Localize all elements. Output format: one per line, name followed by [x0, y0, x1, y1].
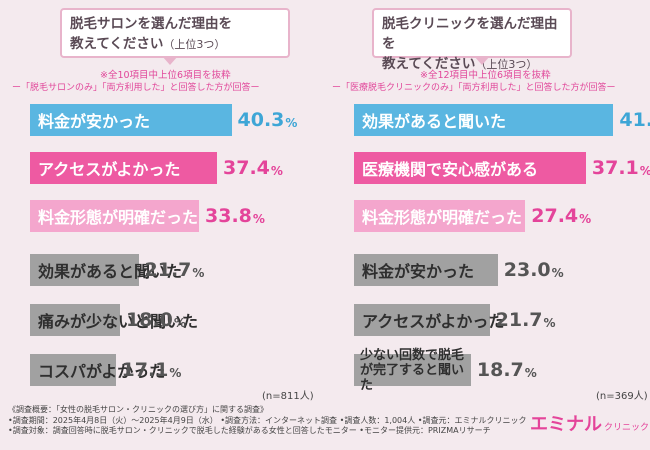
value-number: 40.3: [237, 109, 285, 131]
value-number: 33.8: [205, 205, 252, 227]
percent-sign: %: [192, 265, 205, 280]
value-number: 23.0: [503, 259, 551, 281]
value-label-salon-3: 33.8%: [205, 200, 265, 232]
bar-salon-3: 料金形態が明確だった: [30, 200, 199, 232]
percent-sign: %: [543, 315, 556, 330]
survey-target: •調査対象：調査回答時に脱毛サロン・クリニックで脱毛した経験がある女性と回答した…: [8, 426, 491, 435]
logo-sub-text: クリニック: [604, 423, 650, 433]
value-number: 17.1: [121, 359, 169, 381]
bar-clinic-5: アクセスがよかった: [354, 304, 504, 336]
value-label-clinic-1: 41.5%: [619, 104, 650, 136]
percent-sign: %: [579, 211, 592, 226]
value-label-salon-6: 17.1%: [122, 354, 182, 386]
bar-salon-4: 効果があると聞いた: [30, 254, 182, 286]
value-number: 41.5: [619, 109, 650, 131]
left-title-line2: 教えてください: [70, 36, 164, 52]
left-title-line1: 脱毛サロンを選んだ理由を: [70, 16, 232, 32]
bar-salon-1: 料金が安かった: [30, 104, 232, 136]
bar-salon-5: 痛みが少ないと聞いた: [30, 304, 198, 336]
bar-clinic-6: 少ない回数で脱毛が完了すると聞いた: [354, 348, 471, 393]
value-number: 37.4: [223, 157, 270, 179]
value-number: 27.4: [531, 205, 579, 227]
percent-sign: %: [640, 164, 650, 178]
right-title-line2: 教えてください: [382, 56, 476, 72]
bar-salon-6: コスパがよかった: [30, 354, 165, 386]
percent-sign: %: [551, 265, 564, 280]
logo-main-text: エミナル: [530, 414, 602, 435]
survey-period: •調査期間：2025年4月8日（火）〜2025年4月9日（水） •調査方法：イン…: [8, 415, 527, 425]
left-note-excerpt: ※全10項目中上位6項目を抜粋: [100, 70, 231, 81]
value-number: 37.1: [591, 157, 639, 179]
percent-sign: %: [285, 115, 298, 130]
value-number: 21.7: [495, 309, 543, 331]
value-label-salon-1: 40.3%: [238, 104, 298, 136]
percent-sign: %: [524, 365, 537, 380]
left-sample-size: (n=811人): [262, 391, 314, 402]
left-title-suffix: （上位3つ）: [163, 38, 226, 51]
value-number: 18.7: [476, 359, 524, 381]
percent-sign: %: [270, 163, 283, 178]
bar-clinic-3: 料金形態が明確だった: [354, 200, 526, 232]
bar-clinic-1: 効果があると聞いた: [354, 104, 614, 136]
value-label-salon-5: 18.0%: [126, 304, 186, 336]
survey-overview: 《調査概要：「女性の脱毛サロン・クリニックの選び方」に関する調査》 •調査期間：…: [8, 405, 526, 437]
value-label-clinic-4: 23.0%: [504, 254, 564, 286]
eminal-clinic-logo: エミナル クリニック: [530, 410, 649, 436]
value-label-clinic-6: 18.7%: [477, 354, 537, 386]
percent-sign: %: [169, 365, 182, 380]
right-panel-title: 脱毛クリニックを選んだ理由を 教えてください（上位3つ）: [372, 8, 572, 72]
percent-sign: %: [173, 315, 186, 330]
value-label-clinic-5: 21.7%: [496, 304, 556, 336]
right-note-excerpt: ※全12項目中上位6項目を抜粋: [420, 70, 551, 81]
bar-clinic-2: 医療機関で安心感がある: [354, 152, 586, 184]
value-label-salon-2: 37.4%: [223, 152, 283, 184]
bar-clinic-4: 料金が安かった: [354, 254, 498, 286]
left-panel-title: 脱毛サロンを選んだ理由を 教えてください（上位3つ）: [60, 8, 290, 65]
value-number: 18.0: [126, 309, 173, 331]
right-sample-size: (n=369人): [596, 391, 648, 402]
value-label-clinic-3: 27.4%: [531, 200, 591, 232]
value-label-salon-4: 21.7%: [145, 254, 205, 286]
right-title-line1: 脱毛クリニックを選んだ理由を: [382, 16, 558, 52]
right-note-respondents: ー「医療脱毛クリニックのみ」「両方利用した」と回答した方が回答ー: [332, 83, 616, 93]
percent-sign: %: [252, 211, 265, 226]
left-note-respondents: ー「脱毛サロンのみ」「両方利用した」と回答した方が回答ー: [12, 83, 260, 93]
survey-title: 《調査概要：「女性の脱毛サロン・クリニックの選び方」に関する調査》: [8, 405, 268, 414]
value-label-clinic-2: 37.1%: [592, 152, 650, 184]
bar-salon-2: アクセスがよかった: [30, 152, 217, 184]
value-number: 21.7: [144, 259, 192, 281]
right-title-suffix: （上位3つ）: [475, 58, 538, 71]
